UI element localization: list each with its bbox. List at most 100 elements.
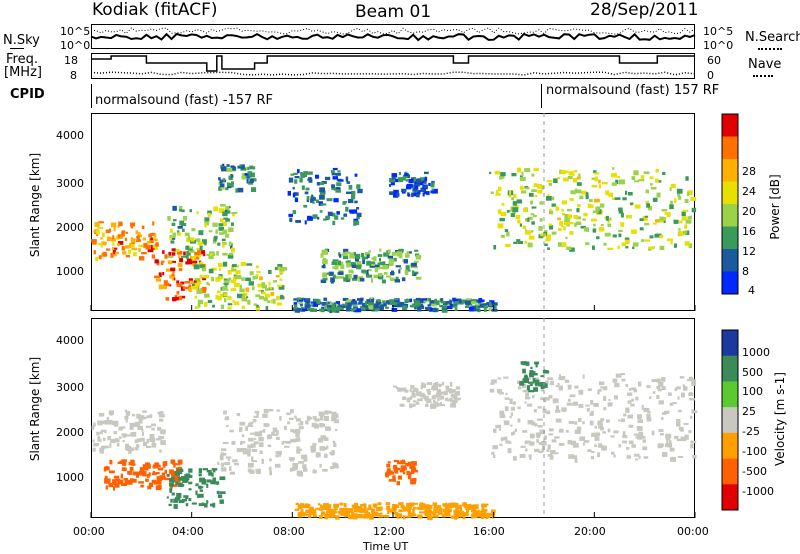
velocity-cell (677, 456, 684, 459)
velocity-cell (421, 382, 425, 387)
power-cell (452, 297, 456, 302)
velocity-cell (263, 423, 269, 427)
velocity-cell (314, 418, 320, 422)
power-cell (310, 197, 316, 201)
power-cell (620, 222, 625, 227)
power-cell (186, 251, 191, 256)
velocity-cell (422, 503, 426, 507)
velocity-cell (121, 483, 127, 486)
power-cell (323, 218, 327, 221)
power-cell (561, 212, 565, 216)
velocity-cell (453, 511, 456, 515)
power-cell (115, 235, 119, 240)
velocity-cell (149, 414, 153, 417)
velocity-cell (549, 455, 554, 460)
power-ylabel: Slant Range [km] (28, 152, 42, 258)
velocity-cell (441, 381, 445, 386)
velocity-cell (156, 479, 161, 484)
velocity-cell (135, 444, 140, 448)
power-cell (468, 307, 474, 312)
velocity-cell (164, 477, 170, 481)
power-cell (336, 187, 341, 191)
power-cell (533, 214, 537, 218)
velocity-cell (276, 409, 280, 412)
power-cell (170, 267, 176, 272)
velocity-cell (178, 476, 183, 481)
power-cell (326, 301, 332, 304)
velocity-cell (354, 502, 359, 508)
power-cell (338, 271, 344, 275)
velocity-cell (579, 436, 586, 441)
power-cell (304, 191, 309, 195)
power-cell (632, 242, 639, 247)
velocity-cell (412, 507, 417, 510)
power-cell (249, 271, 254, 276)
velocity-cell (256, 470, 261, 475)
velocity-cell (589, 420, 594, 426)
velocity-cell (517, 386, 522, 390)
velocity-cell (171, 484, 178, 487)
power-cell (662, 171, 666, 175)
power-cell (194, 278, 201, 281)
velocity-cell (657, 388, 662, 392)
velocity-cell (522, 378, 527, 383)
power-cell (500, 172, 506, 177)
power-cell (300, 302, 303, 307)
xtick-5: 20:00 (574, 525, 606, 538)
power-cell (255, 294, 261, 298)
velocity-cell (397, 461, 401, 465)
velocity-cell (399, 403, 405, 407)
power-cell (614, 197, 621, 200)
power-cell (222, 211, 228, 217)
velocity-cell (183, 479, 188, 483)
power-cell (512, 207, 519, 213)
velocity-cell (223, 452, 227, 456)
velocity-cell (318, 437, 324, 443)
power-cell (406, 183, 413, 188)
velocity-cell (331, 411, 337, 417)
power-cell (199, 262, 204, 267)
power-cell (199, 245, 203, 251)
velocity-cell (427, 510, 432, 514)
power-cell (557, 217, 561, 221)
power-cell (307, 215, 312, 221)
velocity-cell (394, 504, 400, 508)
power-cell (410, 262, 417, 267)
power-cell (442, 302, 448, 305)
velocity-cell (262, 413, 268, 418)
power-cell (258, 295, 264, 300)
velocity-cell (549, 380, 554, 386)
velocity-cell (105, 485, 108, 490)
power-cell (130, 238, 136, 243)
power-cell (316, 199, 319, 203)
power-cell (338, 254, 342, 258)
velocity-cell (172, 473, 176, 478)
velocity-cell (229, 466, 232, 471)
velocity-cell (176, 492, 182, 498)
velocity-cell (294, 428, 301, 434)
power-cell (564, 214, 569, 219)
velocity-cell (578, 418, 582, 423)
velocity-cell (426, 506, 432, 511)
velocity-cell (275, 454, 281, 457)
velocity-cell (147, 485, 152, 490)
power-cell (230, 247, 235, 253)
power-cell (167, 255, 174, 258)
velocity-cell (374, 503, 378, 508)
velocity-cell (199, 477, 205, 483)
velocity-cell (585, 404, 590, 407)
power-cell (232, 166, 236, 170)
velocity-cell (668, 440, 672, 445)
velocity-cell (683, 422, 689, 426)
velocity-cell (445, 502, 448, 506)
power-cell (245, 287, 250, 292)
velocity-cell (290, 429, 294, 433)
power-cell (345, 251, 350, 255)
velocity-cell (555, 405, 559, 410)
velocity-cell (410, 385, 415, 388)
power-cell (175, 249, 180, 252)
velocity-cell (298, 448, 302, 451)
velocity-cell (615, 373, 622, 378)
velocity-cell (313, 469, 316, 472)
power-cell (294, 197, 299, 203)
